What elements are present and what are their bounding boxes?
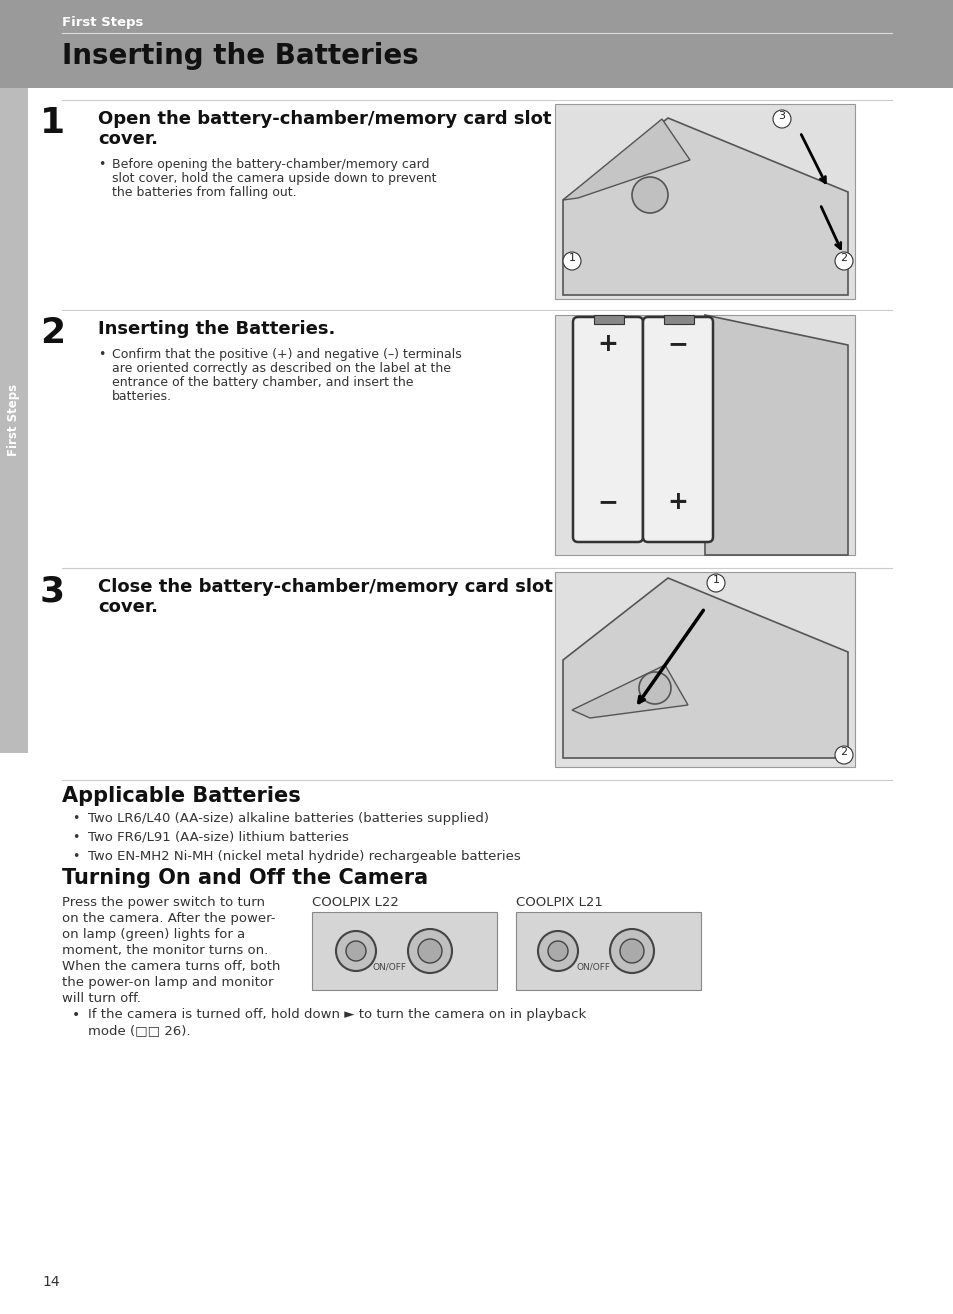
Text: 3: 3 bbox=[40, 574, 65, 608]
Text: are oriented correctly as described on the label at the: are oriented correctly as described on t… bbox=[112, 361, 451, 374]
Text: First Steps: First Steps bbox=[8, 384, 20, 456]
Text: COOLPIX L22: COOLPIX L22 bbox=[312, 896, 398, 909]
Circle shape bbox=[706, 574, 724, 593]
Text: −: − bbox=[667, 332, 688, 356]
Bar bbox=[594, 315, 623, 325]
Text: on the camera. After the power-: on the camera. After the power- bbox=[62, 912, 275, 925]
Bar bbox=[555, 315, 854, 555]
Text: 3: 3 bbox=[778, 110, 784, 121]
Circle shape bbox=[346, 941, 366, 961]
Text: Inserting the Batteries.: Inserting the Batteries. bbox=[98, 321, 335, 338]
Circle shape bbox=[537, 932, 578, 971]
Bar bbox=[555, 572, 854, 767]
Bar bbox=[516, 912, 700, 989]
Text: •: • bbox=[71, 812, 79, 825]
Text: 2: 2 bbox=[40, 315, 65, 350]
Text: Open the battery-chamber/memory card slot: Open the battery-chamber/memory card slo… bbox=[98, 110, 551, 127]
Text: slot cover, hold the camera upside down to prevent: slot cover, hold the camera upside down … bbox=[112, 172, 436, 185]
Bar bbox=[0, 88, 28, 753]
Circle shape bbox=[631, 177, 667, 213]
Text: moment, the monitor turns on.: moment, the monitor turns on. bbox=[62, 943, 268, 957]
FancyBboxPatch shape bbox=[642, 317, 712, 541]
Circle shape bbox=[335, 932, 375, 971]
Circle shape bbox=[609, 929, 654, 972]
Text: cover.: cover. bbox=[98, 130, 158, 148]
Text: 1: 1 bbox=[568, 254, 575, 263]
Text: the batteries from falling out.: the batteries from falling out. bbox=[112, 187, 296, 198]
Text: mode (□□ 26).: mode (□□ 26). bbox=[88, 1024, 191, 1037]
Text: First Steps: First Steps bbox=[62, 16, 143, 29]
Text: 2: 2 bbox=[840, 746, 846, 757]
Text: batteries.: batteries. bbox=[112, 390, 172, 403]
Text: Close the battery-chamber/memory card slot: Close the battery-chamber/memory card sl… bbox=[98, 578, 553, 597]
Circle shape bbox=[639, 671, 670, 704]
Text: Turning On and Off the Camera: Turning On and Off the Camera bbox=[62, 869, 428, 888]
Circle shape bbox=[834, 252, 852, 269]
Bar bbox=[663, 315, 693, 325]
Circle shape bbox=[408, 929, 452, 972]
Text: When the camera turns off, both: When the camera turns off, both bbox=[62, 961, 280, 972]
Text: −: − bbox=[597, 490, 618, 514]
Text: on lamp (green) lights for a: on lamp (green) lights for a bbox=[62, 928, 245, 941]
Bar bbox=[555, 104, 854, 300]
FancyBboxPatch shape bbox=[573, 317, 642, 541]
Text: ON/OFF: ON/OFF bbox=[373, 962, 407, 971]
Text: Before opening the battery-chamber/memory card: Before opening the battery-chamber/memor… bbox=[112, 158, 429, 171]
Text: Inserting the Batteries: Inserting the Batteries bbox=[62, 42, 418, 70]
Text: Applicable Batteries: Applicable Batteries bbox=[62, 786, 300, 805]
Text: will turn off.: will turn off. bbox=[62, 992, 141, 1005]
Polygon shape bbox=[562, 118, 847, 296]
Circle shape bbox=[562, 252, 580, 269]
Text: 2: 2 bbox=[840, 254, 846, 263]
Text: •: • bbox=[98, 348, 105, 361]
Text: •: • bbox=[98, 158, 105, 171]
Text: Two LR6/L40 (AA-size) alkaline batteries (batteries supplied): Two LR6/L40 (AA-size) alkaline batteries… bbox=[88, 812, 489, 825]
Polygon shape bbox=[704, 315, 847, 555]
Circle shape bbox=[834, 746, 852, 763]
Text: Confirm that the positive (+) and negative (–) terminals: Confirm that the positive (+) and negati… bbox=[112, 348, 461, 361]
Text: Two EN-MH2 Ni-MH (nickel metal hydride) rechargeable batteries: Two EN-MH2 Ni-MH (nickel metal hydride) … bbox=[88, 850, 520, 863]
Circle shape bbox=[417, 940, 441, 963]
Text: COOLPIX L21: COOLPIX L21 bbox=[516, 896, 602, 909]
Text: entrance of the battery chamber, and insert the: entrance of the battery chamber, and ins… bbox=[112, 376, 413, 389]
Text: Press the power switch to turn: Press the power switch to turn bbox=[62, 896, 265, 909]
Text: ON/OFF: ON/OFF bbox=[577, 962, 610, 971]
Circle shape bbox=[772, 110, 790, 127]
Text: the power-on lamp and monitor: the power-on lamp and monitor bbox=[62, 976, 274, 989]
Text: 14: 14 bbox=[42, 1275, 59, 1289]
Circle shape bbox=[619, 940, 643, 963]
Text: +: + bbox=[667, 490, 688, 514]
Text: •: • bbox=[71, 830, 79, 844]
Bar bbox=[0, 0, 953, 88]
Circle shape bbox=[547, 941, 567, 961]
Text: Two FR6/L91 (AA-size) lithium batteries: Two FR6/L91 (AA-size) lithium batteries bbox=[88, 830, 349, 844]
Text: •: • bbox=[71, 1008, 80, 1022]
Polygon shape bbox=[572, 665, 687, 717]
Bar bbox=[312, 912, 497, 989]
Text: 1: 1 bbox=[40, 106, 65, 141]
Text: If the camera is turned off, hold down ► to turn the camera on in playback: If the camera is turned off, hold down ►… bbox=[88, 1008, 586, 1021]
Polygon shape bbox=[562, 578, 847, 758]
Text: 1: 1 bbox=[712, 576, 719, 585]
Text: cover.: cover. bbox=[98, 598, 158, 616]
Text: •: • bbox=[71, 850, 79, 863]
Text: +: + bbox=[597, 332, 618, 356]
Polygon shape bbox=[562, 120, 689, 200]
